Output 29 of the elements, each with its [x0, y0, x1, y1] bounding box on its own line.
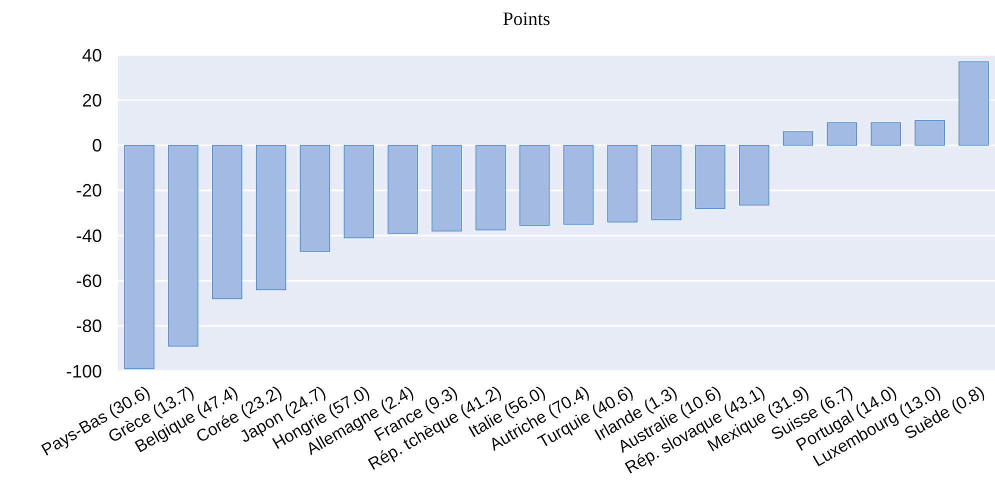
bar	[388, 144, 418, 234]
bar	[344, 144, 374, 238]
bar	[124, 144, 154, 370]
y-tick-label: 0	[92, 136, 102, 156]
bar	[563, 144, 594, 225]
y-tick-label: -80	[76, 316, 102, 336]
y-tick-label: -60	[76, 271, 102, 292]
bar	[958, 61, 989, 146]
chart-title: Points	[502, 9, 550, 30]
bar	[607, 144, 638, 222]
bar	[826, 122, 858, 146]
y-tick-label: 40	[82, 45, 102, 66]
bar	[168, 144, 198, 347]
bar	[870, 122, 901, 146]
bar	[651, 144, 682, 220]
bar	[432, 144, 462, 232]
bar	[300, 144, 330, 252]
bar	[212, 144, 242, 300]
bar	[256, 144, 286, 290]
bar	[695, 144, 726, 209]
y-tick-label: -20	[76, 180, 102, 201]
bar	[739, 144, 770, 206]
bar	[476, 144, 506, 230]
bar	[782, 131, 814, 146]
y-tick-label: -100	[66, 361, 102, 382]
y-tick-label: -40	[76, 226, 102, 246]
y-tick-label: 20	[82, 90, 102, 110]
bar	[914, 120, 945, 146]
bar	[519, 144, 550, 226]
